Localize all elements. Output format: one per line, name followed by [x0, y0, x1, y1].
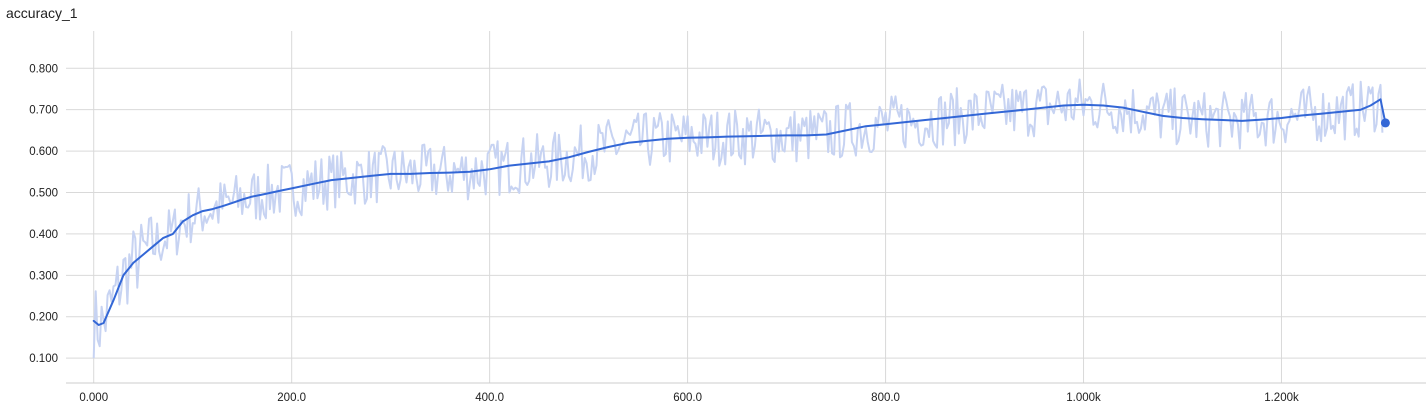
- smoothed-accuracy-line: [92, 98, 1387, 326]
- y-tick-label: 0.800: [29, 63, 58, 75]
- x-tick-label: 0.000: [79, 392, 108, 404]
- raw-accuracy-line: [92, 78, 1384, 359]
- y-tick-label: 0.300: [29, 270, 58, 282]
- y-tick-label: 0.200: [29, 312, 58, 324]
- x-tick-label: 400.0: [475, 392, 504, 404]
- last-point-marker[interactable]: [1380, 118, 1390, 128]
- grid-lines: [66, 31, 1426, 383]
- raw-series: [92, 78, 1384, 359]
- x-tick-label: 1.200k: [1264, 392, 1299, 404]
- x-axis-ticks: 0.000 200.0 400.0 600.0 800.0 1.000k 1.200k: [79, 392, 1299, 404]
- x-tick-label: 600.0: [673, 392, 702, 404]
- y-tick-label: 0.700: [29, 105, 58, 117]
- y-tick-label: 0.500: [29, 188, 58, 200]
- x-tick-label: 1.000k: [1066, 392, 1101, 404]
- chart-title: accuracy_1: [6, 5, 78, 21]
- y-tick-label: 0.600: [29, 146, 58, 158]
- x-tick-label: 800.0: [871, 392, 900, 404]
- x-tick-label: 200.0: [277, 392, 306, 404]
- y-axis-ticks: 0.100 0.200 0.300 0.400 0.500 0.600 0.700 0.800: [29, 63, 58, 365]
- y-tick-label: 0.100: [29, 353, 58, 365]
- y-tick-label: 0.400: [29, 229, 58, 241]
